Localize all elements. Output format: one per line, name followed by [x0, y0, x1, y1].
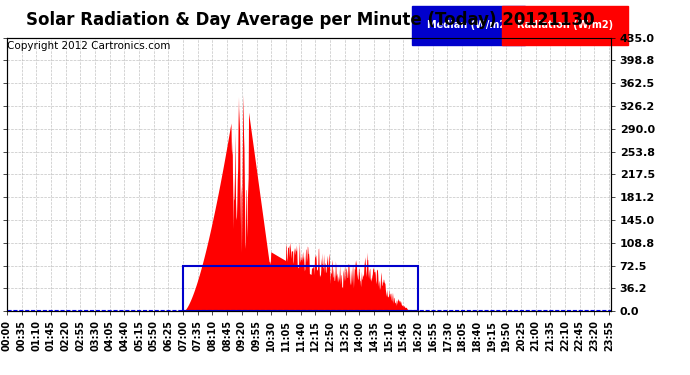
Text: Median (W/m2): Median (W/m2) [426, 20, 510, 30]
Text: Copyright 2012 Cartronics.com: Copyright 2012 Cartronics.com [7, 41, 170, 51]
Text: Solar Radiation & Day Average per Minute (Today) 20121130: Solar Radiation & Day Average per Minute… [26, 11, 595, 29]
Text: Radiation (W/m2): Radiation (W/m2) [517, 20, 613, 30]
Bar [183, 266, 418, 311]
